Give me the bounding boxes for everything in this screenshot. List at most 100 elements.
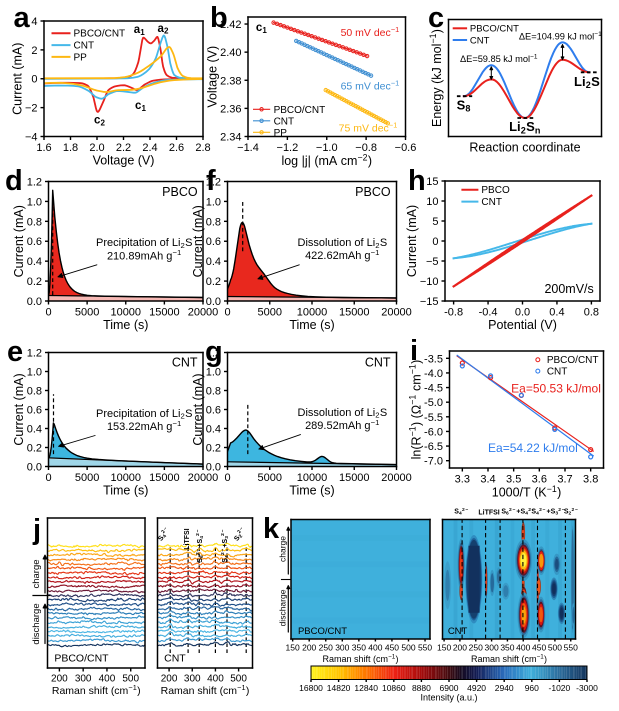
svg-text:PBCO: PBCO (355, 185, 391, 199)
svg-text:200mV/s: 200mV/s (544, 282, 593, 296)
svg-text:2.42: 2.42 (220, 19, 241, 31)
svg-text:-6.0: -6.0 (424, 426, 443, 438)
svg-text:f: f (206, 165, 216, 197)
svg-text:400: 400 (99, 674, 116, 685)
svg-text:3.3: 3.3 (455, 473, 470, 485)
svg-text:-4.5: -4.5 (424, 383, 443, 395)
svg-text:R a m a: R a m a n s h i f t ( c m ) − 1 (52, 677, 145, 698)
svg-text:Δ E = 5: Δ E = 5 9 . 8 5 k J m o l − 1 (460, 46, 538, 66)
svg-text:Current (mA): Current (mA) (10, 43, 24, 115)
svg-text:0.6: 0.6 (27, 404, 42, 416)
svg-text:0.8: 0.8 (27, 385, 42, 397)
svg-text:P r e c: P r e c i p i t a t i o n o f L i S 2 (96, 233, 197, 250)
svg-text:-5.5: -5.5 (424, 412, 443, 424)
svg-text:0: 0 (31, 74, 37, 86)
svg-text:-4.0: -4.0 (424, 368, 443, 380)
svg-text:0.0: 0.0 (515, 306, 530, 318)
svg-text:350: 350 (352, 643, 366, 653)
svg-text:−1.2: −1.2 (277, 142, 299, 154)
svg-text:0: 0 (432, 236, 438, 248)
svg-text:−0.8: −0.8 (355, 142, 377, 154)
svg-text:PP: PP (74, 52, 88, 63)
svg-text:5000: 5000 (258, 306, 282, 318)
svg-text:−1.4: −1.4 (237, 142, 259, 154)
svg-text:3.4: 3.4 (480, 473, 495, 485)
svg-text:CNT: CNT (481, 197, 502, 208)
svg-text:e: e (7, 336, 23, 368)
svg-text:6900: 6900 (440, 683, 459, 693)
svg-text:300: 300 (335, 643, 349, 653)
svg-text:3.8: 3.8 (583, 473, 598, 485)
svg-text:h: h (408, 165, 426, 197)
svg-text:0.0: 0.0 (27, 461, 42, 473)
svg-text:450: 450 (532, 643, 546, 653)
svg-text:S 2 2 −: S 2 2 − (564, 498, 579, 519)
svg-text:2.0: 2.0 (89, 142, 104, 154)
svg-text:400: 400 (516, 643, 530, 653)
svg-text:S + S 4: S + S 4 2 − 3 2 − (531, 498, 565, 519)
svg-text:400: 400 (368, 643, 382, 653)
svg-text:0.8: 0.8 (27, 216, 42, 228)
svg-text:2.2: 2.2 (116, 142, 131, 154)
svg-text:550: 550 (418, 643, 432, 653)
svg-text:2.38: 2.38 (220, 75, 241, 87)
svg-text:500: 500 (548, 643, 562, 653)
svg-text:D i s s: D i s s o l u t i o n o f L i S 2 (298, 233, 392, 250)
svg-text:0.6: 0.6 (206, 404, 221, 416)
svg-text:0.0: 0.0 (206, 461, 221, 473)
svg-text:200: 200 (453, 643, 467, 653)
svg-text:CNT: CNT (547, 367, 568, 378)
svg-text:0: 0 (45, 472, 51, 484)
svg-text:1.2: 1.2 (206, 347, 221, 359)
svg-text:LiTFSI: LiTFSI (478, 509, 499, 516)
svg-text:Potential (V): Potential (V) (488, 318, 557, 332)
svg-text:L i S 2: L i S 2 (574, 73, 604, 90)
svg-text:Ea=54.22 kJ/mol: Ea=54.22 kJ/mol (488, 441, 578, 455)
svg-text:0.8: 0.8 (206, 216, 221, 228)
svg-text:S 2 2 −: S 2 2 − (225, 520, 251, 544)
svg-text:−1.0: −1.0 (316, 142, 338, 154)
svg-text:g: g (205, 336, 223, 368)
svg-text:R a m a: R a m a n s h i f t ( c m ) − 1 (322, 645, 402, 665)
svg-text:-1020: -1020 (549, 683, 571, 693)
svg-text:5000: 5000 (75, 306, 99, 318)
svg-text:4 2 2 .: 4 2 2 . 6 2 m A h g − 1 (305, 242, 379, 263)
svg-text:Current (mA): Current (mA) (191, 373, 205, 445)
svg-text:charge: charge (31, 559, 42, 588)
svg-text:−0.6: −0.6 (395, 142, 417, 154)
svg-text:-3000: -3000 (576, 683, 598, 693)
svg-text:10000: 10000 (297, 306, 328, 318)
svg-text:1.2: 1.2 (206, 176, 221, 188)
svg-text:3.5: 3.5 (506, 473, 521, 485)
svg-text:PBCO/CNT: PBCO/CNT (470, 24, 519, 35)
svg-text:Reaction coordinate: Reaction coordinate (469, 141, 580, 155)
svg-text:PBCO/CNT: PBCO/CNT (74, 29, 126, 40)
svg-text:300: 300 (184, 674, 201, 685)
svg-text:c 1: c 1 (256, 18, 268, 35)
svg-text:PBCO/CNT: PBCO/CNT (298, 626, 347, 637)
svg-text:S + S 6: S + S 6 2 − 4 2 − (501, 498, 535, 519)
svg-text:10000: 10000 (110, 306, 141, 318)
svg-text:−4: −4 (25, 131, 38, 143)
svg-text:20000: 20000 (381, 306, 412, 318)
svg-text:400: 400 (207, 674, 224, 685)
svg-text:k: k (263, 513, 280, 545)
svg-text:Current (mA): Current (mA) (405, 205, 419, 277)
svg-text:Ea=50.53 kJ/mol: Ea=50.53 kJ/mol (511, 381, 601, 395)
svg-text:a: a (14, 2, 31, 34)
svg-text:i: i (410, 335, 418, 367)
svg-text:500: 500 (401, 643, 415, 653)
svg-text:−5: −5 (426, 256, 439, 268)
svg-text:-6.5: -6.5 (424, 441, 443, 453)
svg-text:20000: 20000 (188, 306, 219, 318)
svg-text:Voltage (V): Voltage (V) (205, 46, 219, 108)
svg-text:discharge: discharge (278, 589, 288, 626)
svg-text:2.36: 2.36 (220, 103, 241, 115)
svg-text:15000: 15000 (149, 306, 180, 318)
svg-text:1.0: 1.0 (206, 196, 221, 208)
svg-text:10000: 10000 (297, 472, 328, 484)
svg-text:15: 15 (426, 176, 438, 188)
svg-text:2.34: 2.34 (220, 131, 241, 143)
svg-text:l o g: l o g | j | ( m A c m ) − 2 (281, 147, 376, 169)
svg-text:−15: −15 (420, 296, 439, 308)
